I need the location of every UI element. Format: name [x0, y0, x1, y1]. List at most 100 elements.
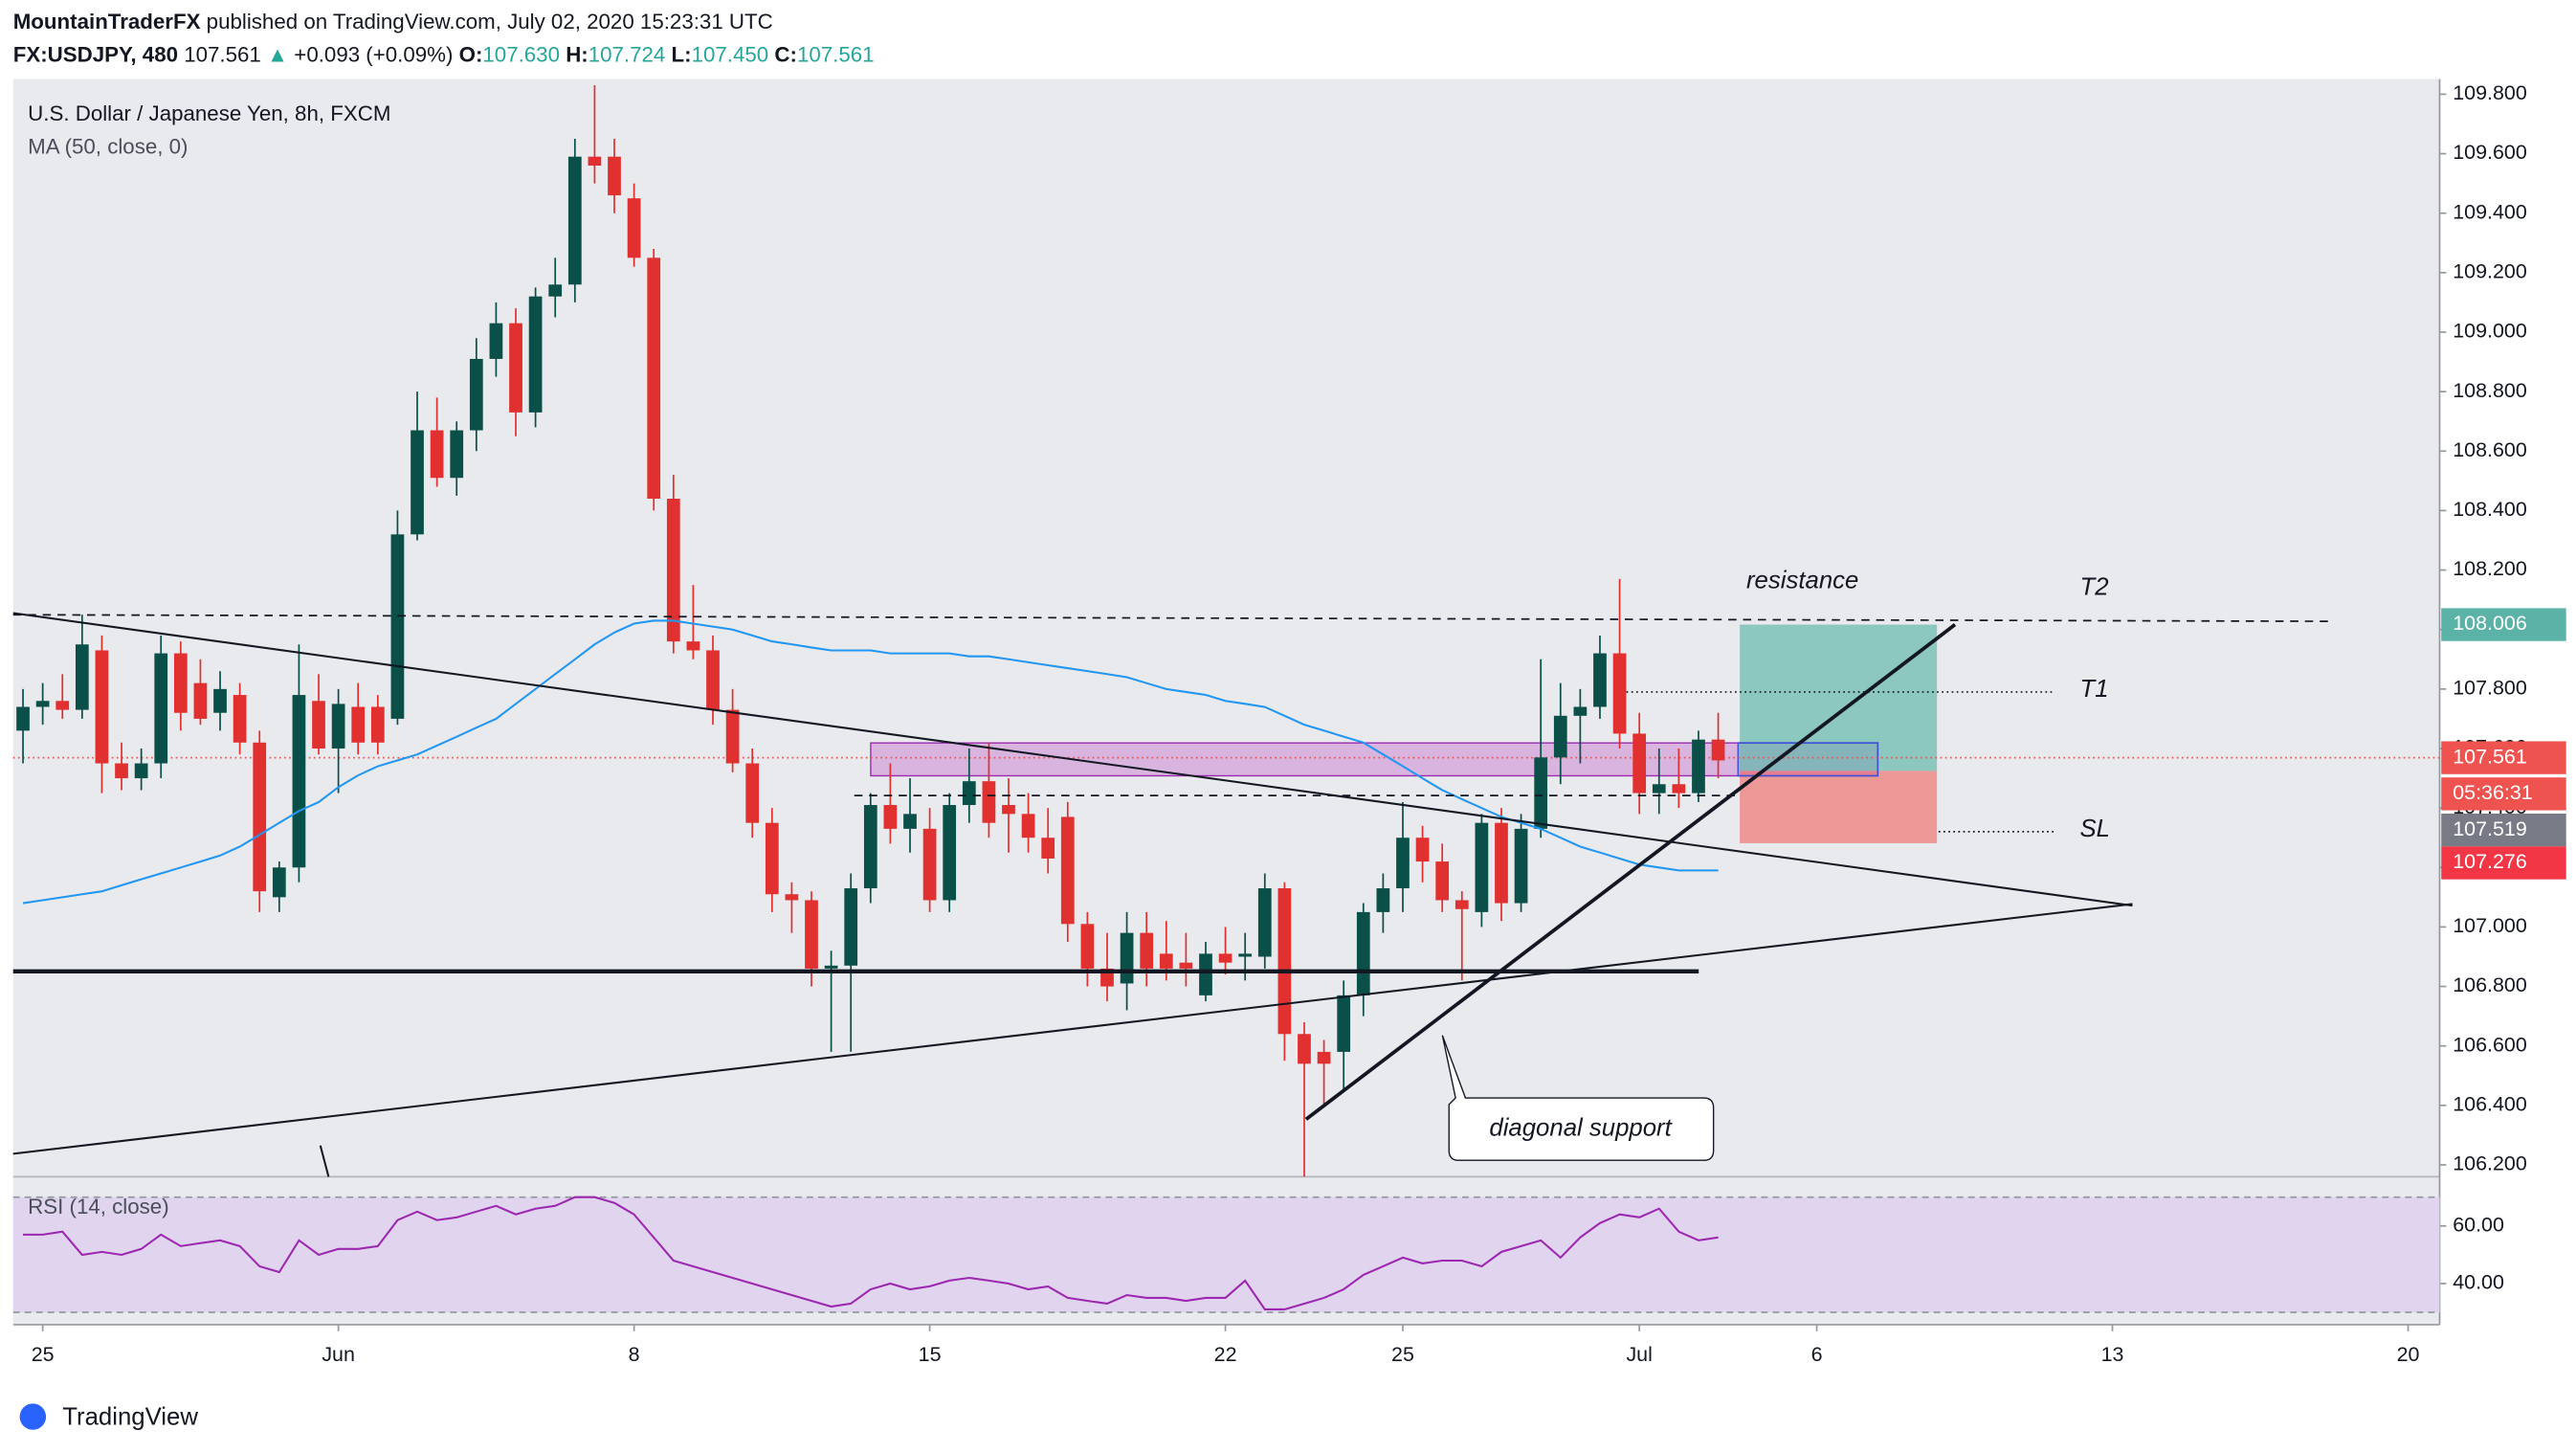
candle-body — [1179, 962, 1193, 969]
candle-body — [1612, 653, 1627, 734]
candle-body — [627, 198, 641, 258]
candle-body — [608, 156, 621, 196]
candle-body — [745, 763, 760, 823]
candle-body — [962, 781, 976, 806]
y-tick-label: 107.800 — [2453, 677, 2527, 700]
candle-body — [292, 695, 306, 868]
candle-body — [489, 323, 503, 359]
rsi-line — [23, 1196, 1719, 1310]
y-tick-label: 106.400 — [2453, 1093, 2527, 1116]
candle-body — [883, 805, 898, 829]
price-badge — [2441, 777, 2566, 811]
candle-body — [213, 688, 227, 713]
y-tick-label: 109.800 — [2453, 81, 2527, 104]
candle-body — [1435, 861, 1450, 901]
y-tick-label: 108.200 — [2453, 557, 2527, 580]
candle-body — [16, 706, 30, 731]
y-tick-label: 108.400 — [2453, 498, 2527, 521]
candle-body — [1060, 816, 1075, 925]
price-badge-label: 107.561 — [2453, 745, 2527, 768]
ma-line — [22, 619, 1719, 905]
close-label: C: — [774, 42, 797, 66]
candle-body — [863, 805, 877, 889]
x-tick-label: 6 — [1811, 1343, 1823, 1366]
candle-body — [390, 534, 405, 719]
candle-body — [1002, 805, 1015, 815]
candle-body — [1356, 911, 1370, 995]
candle-body — [331, 704, 345, 749]
price-badge-label: 107.276 — [2453, 850, 2527, 873]
candle-body — [134, 763, 148, 779]
candle-body — [233, 695, 247, 743]
resistance-line — [12, 614, 2330, 622]
candle-body — [1415, 838, 1430, 862]
rsi-pane — [12, 1196, 2440, 1313]
t1-label: T1 — [2080, 676, 2109, 703]
high-label: H: — [566, 42, 588, 66]
candle-body — [1337, 995, 1351, 1052]
candle-body — [1041, 838, 1055, 859]
y-tick-label: 107.000 — [2453, 914, 2527, 937]
candle-body — [528, 296, 543, 413]
candle-body — [75, 644, 89, 710]
candle-body — [1120, 932, 1134, 984]
price-badge — [2441, 608, 2566, 641]
candle-body — [548, 284, 563, 297]
candle-body — [1238, 953, 1253, 957]
drawings-under — [12, 624, 2440, 843]
drawings: resistance T2 T1 SL diagonal support — [12, 568, 2330, 1177]
header-line-1: MountainTraderFX published on TradingVie… — [13, 10, 773, 34]
candle-body — [922, 828, 937, 901]
callout — [1441, 1035, 1715, 1161]
candle-body — [824, 965, 838, 969]
upper-trendline — [12, 612, 2133, 907]
open: 107.630 — [482, 42, 560, 66]
change-arrow: ▲ — [267, 42, 288, 66]
price-badge-label: 107.519 — [2453, 817, 2527, 840]
rsi-legend: RSI (14, close) — [28, 1195, 168, 1218]
x-tick-label: 15 — [919, 1343, 942, 1366]
candle-body — [95, 650, 109, 764]
last-price: 107.561 — [184, 42, 261, 66]
candle-body — [1593, 653, 1607, 707]
candle-body — [272, 867, 286, 898]
candle-body — [686, 641, 700, 651]
candle-body — [1495, 822, 1508, 904]
published: published on TradingView.com, July 02, 2… — [207, 10, 773, 34]
candle-body — [411, 430, 424, 535]
candle-body — [1672, 784, 1686, 794]
x-tick-label: 22 — [1214, 1343, 1237, 1366]
candle-body — [1652, 784, 1666, 794]
candle-body — [469, 358, 483, 431]
y-tick-label: 108.800 — [2453, 379, 2527, 402]
candle-body — [1298, 1034, 1311, 1064]
candle-body — [35, 701, 50, 707]
x-tick-label: 13 — [2101, 1343, 2124, 1366]
candles — [16, 85, 1725, 1177]
chart-title: U.S. Dollar / Japanese Yen, 8h, FXCM — [28, 101, 390, 125]
candle-body — [154, 653, 168, 764]
y-tick-label: 106.600 — [2453, 1033, 2527, 1056]
candle-body — [1080, 924, 1095, 969]
rsi-tick-label: 60.00 — [2453, 1213, 2504, 1236]
high: 107.724 — [588, 42, 666, 66]
candle-body — [1632, 733, 1647, 794]
candle-body — [1218, 953, 1232, 963]
candle-body — [115, 763, 128, 779]
stop-box — [1740, 771, 1938, 843]
sl-label: SL — [2080, 816, 2110, 842]
candle-body — [1396, 838, 1410, 889]
brand: TradingView — [62, 1404, 198, 1431]
candle-body — [844, 888, 858, 966]
price-badge — [2441, 813, 2566, 847]
candle-body — [666, 498, 680, 642]
y-tick-label: 106.800 — [2453, 973, 2527, 996]
candle-body — [903, 814, 917, 829]
logo-mark — [19, 1403, 47, 1430]
lower-trendline — [12, 903, 2133, 1155]
y-tick-label: 109.400 — [2453, 200, 2527, 223]
y-tick-label: 109.000 — [2453, 320, 2527, 343]
candle-body — [351, 706, 366, 743]
open-label: O: — [459, 42, 483, 66]
